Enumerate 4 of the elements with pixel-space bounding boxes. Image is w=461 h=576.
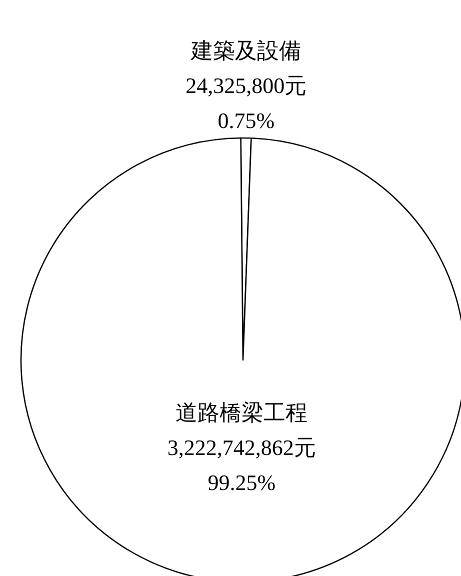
data-label: 24,325,800元 0.75% xyxy=(186,73,307,133)
slice-label: 道路橋梁工程 xyxy=(176,400,308,425)
data-label: 3,222,742,862元 99.25% xyxy=(167,434,316,495)
slice-label: 建築及設備 xyxy=(190,38,302,63)
